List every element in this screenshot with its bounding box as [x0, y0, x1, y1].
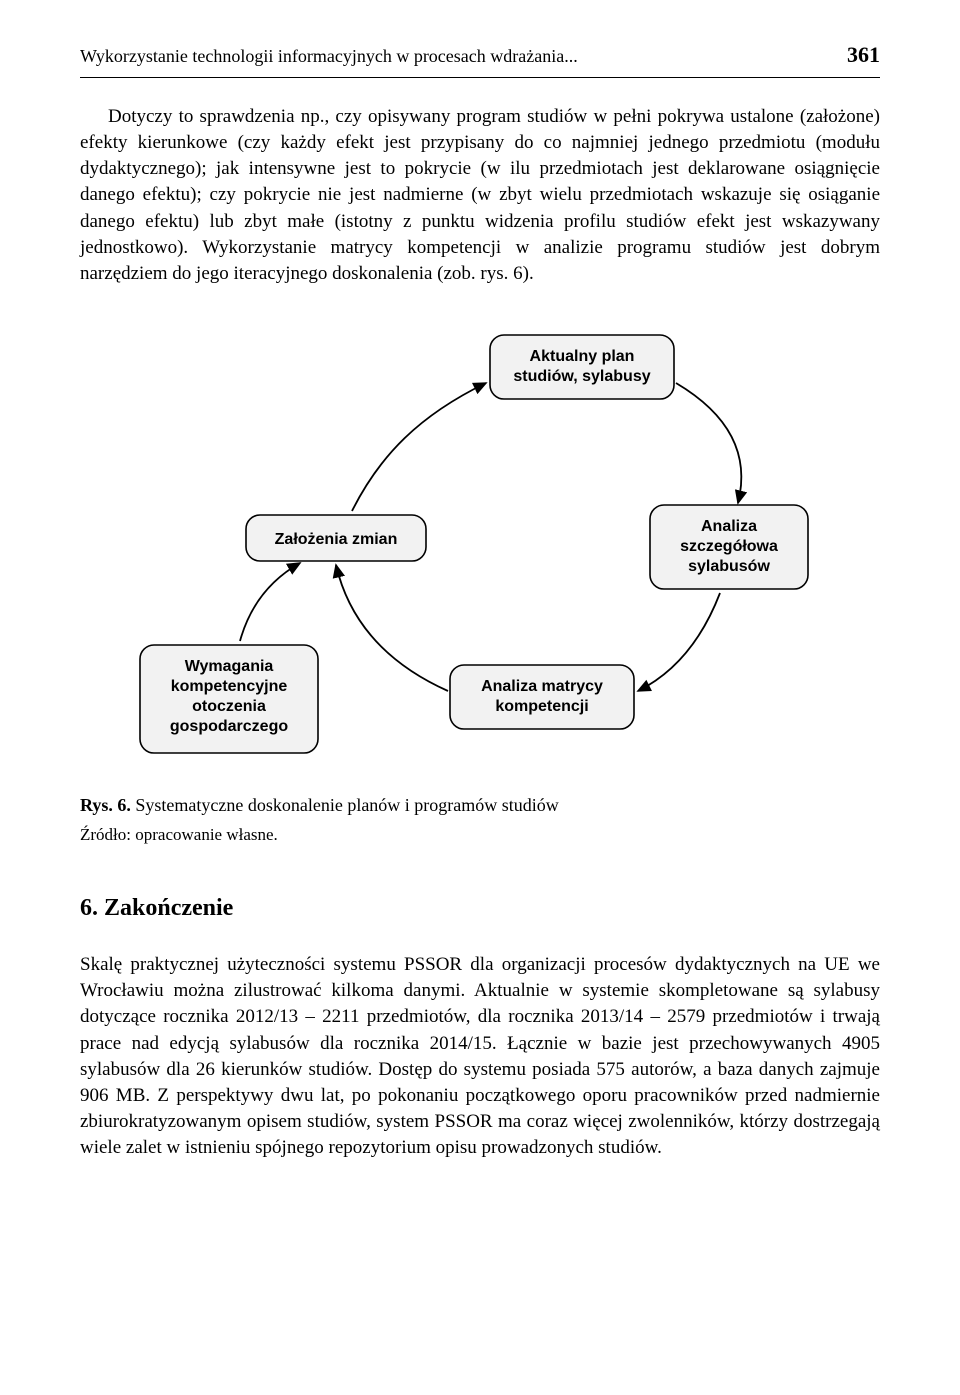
- figure-source: Źródło: opracowanie własne.: [80, 823, 880, 847]
- figure-6-diagram: Aktualny plan studiów, sylabusy Analiza …: [80, 305, 880, 775]
- running-title: Wykorzystanie technologii informacyjnych…: [80, 44, 578, 69]
- node-label: sylabusów: [688, 558, 770, 575]
- node-rect: [450, 665, 634, 729]
- node-label: Analiza matrycy: [481, 678, 603, 695]
- node-label: szczegółowa: [680, 538, 778, 555]
- node-aktualny-plan: Aktualny plan studiów, sylabusy: [490, 335, 674, 399]
- node-wymagania-kompetencyjne: Wymagania kompetencyjne otoczenia gospod…: [140, 645, 318, 753]
- node-zalozenia-zmian: Założenia zmian: [246, 515, 426, 561]
- figure-label: Rys. 6.: [80, 795, 131, 815]
- arrow-n1-n2: [676, 383, 741, 503]
- arrow-n5-n4: [240, 563, 300, 641]
- node-label: Aktualny plan: [530, 348, 635, 365]
- arrow-n4-n1: [352, 383, 486, 511]
- node-label: Założenia zmian: [275, 531, 398, 548]
- section-heading: 6. Zakończenie: [80, 892, 880, 926]
- paragraph-intro: Dotyczy to sprawdzenia np., czy opisywan…: [80, 104, 880, 288]
- page-number: 361: [847, 40, 880, 71]
- figure-caption-text: Systematyczne doskonalenie planów i prog…: [131, 795, 559, 815]
- node-label: gospodarczego: [170, 718, 288, 735]
- node-label: Wymagania: [185, 658, 274, 675]
- node-label: Analiza: [701, 518, 757, 535]
- node-rect: [490, 335, 674, 399]
- paragraph-closing: Skalę praktycznej użyteczności systemu P…: [80, 952, 880, 1162]
- node-label: kompetencji: [495, 698, 588, 715]
- figure-caption: Rys. 6. Systematyczne doskonalenie planó…: [80, 793, 880, 818]
- arrow-n2-n3: [638, 593, 720, 691]
- cycle-flowchart: Aktualny plan studiów, sylabusy Analiza …: [120, 305, 840, 775]
- node-label: otoczenia: [192, 698, 266, 715]
- arrow-n3-n4: [336, 565, 448, 691]
- node-analiza-matrycy: Analiza matrycy kompetencji: [450, 665, 634, 729]
- node-label: kompetencyjne: [171, 678, 288, 695]
- running-header: Wykorzystanie technologii informacyjnych…: [80, 40, 880, 78]
- node-label: studiów, sylabusy: [513, 368, 650, 385]
- node-analiza-szczegolowa: Analiza szczegółowa sylabusów: [650, 505, 808, 589]
